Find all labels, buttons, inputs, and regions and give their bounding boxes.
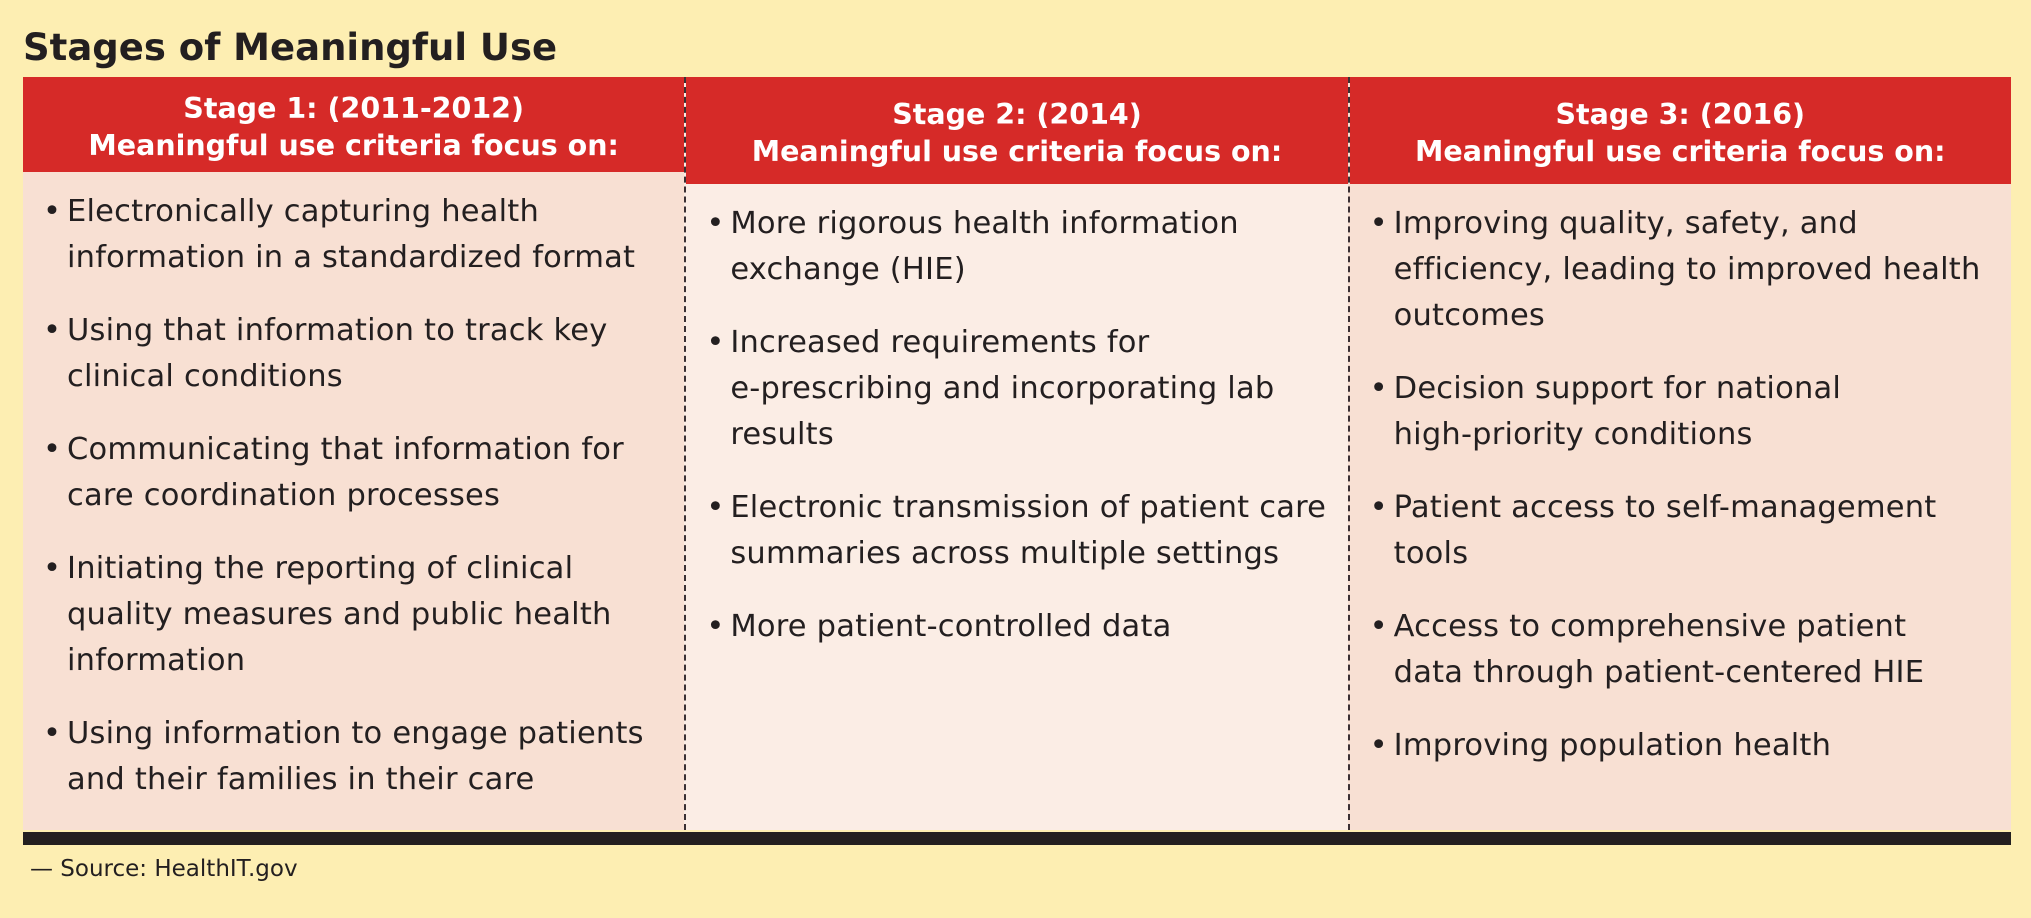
list-item: • More patient-controlled data (706, 604, 1337, 650)
stage-header-3: Stage 3: (2016) Meaningful use criteria … (1349, 77, 2011, 184)
stage-body-3: • Improving quality, safety, and efficien… (1350, 184, 2011, 830)
list-item: • Access to comprehensive patient data th… (1370, 604, 2001, 696)
list-item: • Initiating the reporting of clinical qu… (43, 546, 674, 684)
bullet-icon: • (43, 551, 62, 586)
list-item: • Using information to engage patients an… (43, 711, 674, 803)
bullet-icon: • (43, 194, 62, 229)
stage-header-2: Stage 2: (2014) Meaningful use criteria … (686, 77, 1348, 184)
bottom-divider (23, 832, 2011, 845)
stage-column-1: Stage 1: (2011-2012) Meaningful use crit… (23, 77, 685, 830)
list-item: • Using that information to track key cli… (43, 308, 674, 400)
stages-table: Stage 1: (2011-2012) Meaningful use crit… (23, 77, 2011, 845)
bullet-icon: • (43, 432, 62, 467)
bullet-icon: • (43, 313, 62, 348)
stage-heading: Stage 2: (2014) (892, 97, 1142, 131)
stage-subheading: Meaningful use criteria focus on: (751, 134, 1283, 168)
stage-body-1: • Electronically capturing health informa… (23, 172, 684, 830)
list-item: • Improving population health (1370, 723, 2001, 769)
bullet-icon: • (706, 206, 725, 241)
list-item: • Increased requirements for e-prescribin… (706, 320, 1337, 458)
stage-heading: Stage 1: (2011-2012) (183, 91, 525, 125)
stage-column-3: Stage 3: (2016) Meaningful use criteria … (1347, 77, 2011, 830)
list-item: • Improving quality, safety, and efficien… (1370, 201, 2001, 339)
bullet-icon: • (1369, 490, 1388, 525)
list-item: • Communicating that information for care… (43, 427, 674, 519)
bullet-icon: • (1369, 371, 1388, 406)
bullet-icon: • (43, 716, 62, 751)
list-item: • Decision support for national high-prio… (1370, 366, 2001, 458)
bullet-icon: • (706, 490, 725, 525)
list-item: • Electronically capturing health informa… (43, 189, 674, 281)
stage-body-2: • More rigorous health information exchan… (686, 184, 1347, 830)
list-item: • Patient access to self-management tools (1370, 485, 2001, 577)
stage-heading: Stage 3: (2016) (1555, 97, 1806, 131)
bullet-icon: • (1369, 609, 1388, 644)
list-item: • Electronic transmission of patient care… (706, 485, 1337, 577)
list-item: • More rigorous health information exchan… (706, 201, 1337, 293)
page-title: Stages of Meaningful Use (23, 26, 558, 69)
bullet-icon: • (1369, 206, 1388, 241)
stage-header-1: Stage 1: (2011-2012) Meaningful use crit… (23, 77, 685, 172)
bullet-icon: • (706, 609, 725, 644)
source-credit: — Source: HealthIT.gov (30, 856, 298, 882)
bullet-icon: • (1369, 728, 1388, 763)
stage-column-2: Stage 2: (2014) Meaningful use criteria … (684, 77, 1348, 830)
stage-subheading: Meaningful use criteria focus on: (88, 128, 619, 162)
stage-subheading: Meaningful use criteria focus on: (1415, 134, 1946, 168)
bullet-icon: • (706, 325, 725, 360)
